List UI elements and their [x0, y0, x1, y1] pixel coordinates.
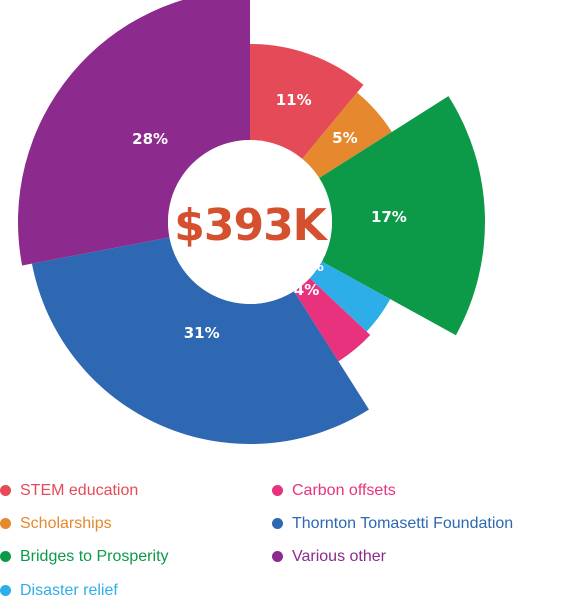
chart-slices [18, 0, 485, 444]
legend-label: Disaster relief [20, 581, 118, 599]
slice-bridges-to-prosperity [319, 96, 485, 336]
legend-label: Scholarships [20, 514, 112, 532]
slice-carbon-offsets [293, 278, 371, 362]
value-label-scholarships: 5% [332, 129, 357, 147]
value-label-bridges-to-prosperity: 17% [371, 208, 407, 226]
legend-item-bridges-to-prosperity: Bridges to Prosperity [0, 540, 169, 573]
slice-stem-education [250, 44, 364, 159]
chart-legend: STEM education Scholarships Bridges to P… [0, 474, 565, 610]
legend-item-disaster-relief: Disaster relief [0, 574, 118, 607]
slice-thornton-tomasetti-foundation [31, 237, 369, 444]
legend-item-various-other: Various other [272, 540, 386, 573]
slice-scholarships [302, 92, 392, 179]
legend-marker [0, 585, 11, 596]
legend-label: Various other [292, 547, 386, 565]
value-label-thornton-tomasetti-foundation: 31% [184, 324, 220, 342]
legend-marker [272, 518, 283, 529]
value-label-carbon-offsets: 4% [294, 281, 319, 299]
legend-marker [0, 485, 11, 496]
legend-label: Bridges to Prosperity [20, 547, 169, 565]
donut-hole [168, 140, 332, 304]
value-label-stem-education: 11% [276, 91, 312, 109]
legend-marker [0, 518, 11, 529]
legend-label: STEM education [20, 481, 139, 499]
legend-marker [272, 551, 283, 562]
legend-item-stem-education: STEM education [0, 474, 138, 507]
legend-label: Carbon offsets [292, 481, 396, 499]
legend-marker [272, 485, 283, 496]
slice-various-other [18, 0, 250, 266]
value-label-disaster-relief: 4% [298, 257, 323, 275]
legend-label: Thornton Tomasetti Foundation [292, 514, 514, 532]
chart-value-labels: 11% 5% 17% 4% 4% 31% 28% [132, 91, 407, 342]
legend-item-scholarships: Scholarships [0, 507, 112, 540]
value-label-various-other: 28% [132, 130, 168, 148]
legend-item-carbon-offsets: Carbon offsets [272, 474, 396, 507]
center-total-label: $393K [174, 200, 328, 251]
donut-chart: 11% 5% 17% 4% 4% 31% 28% $393K [18, 0, 485, 444]
legend-item-thornton-tomasetti-foundation: Thornton Tomasetti Foundation [272, 507, 513, 540]
legend-marker [0, 551, 11, 562]
slice-disaster-relief [309, 261, 391, 332]
